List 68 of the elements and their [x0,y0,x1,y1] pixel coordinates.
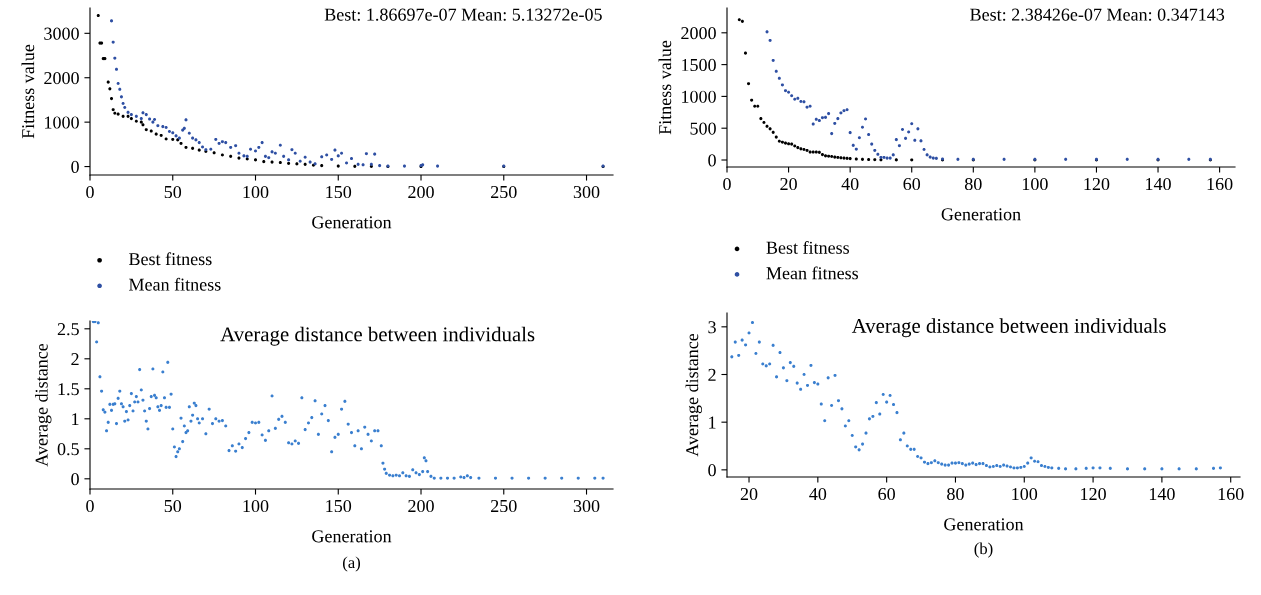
y-tick-label: 1.5 [58,383,79,396]
y-tick-label: 0 [708,464,716,477]
y-tick-label: 1 [709,416,716,429]
x-tick-label: 80 [947,487,964,501]
x-tick-label: 150 [326,499,352,513]
chart-title: Average distance between individuals [851,318,1166,338]
chart-title: Best: 2.38426e-07 Mean: 0.347143 [970,8,1225,21]
x-tick-label: 40 [809,487,827,501]
x-tick-label: 250 [491,499,517,513]
x-axis-title: Generation [941,208,1021,221]
chart-title: Average distance between individuals [220,326,535,346]
x-axis-title: Generation [944,518,1024,531]
legend-label: Mean fitness [129,277,221,291]
y-tick-label: 1 [72,413,79,426]
x-tick-label: 250 [491,185,517,199]
text: (b) [974,542,993,558]
x-tick-label: 160 [1207,177,1233,191]
y-axis-title: Fitness value [21,44,35,139]
legend-label: Mean fitness [766,266,859,280]
x-tick-label: 60 [878,487,895,501]
y-tick-label: 500 [690,122,716,135]
x-tick-label: 40 [841,177,859,191]
x-axis-title: Generation [312,530,392,543]
y-tick-label: 2.5 [57,323,79,336]
x-tick-label: 100 [1022,177,1048,191]
x-tick-label: 20 [780,177,797,191]
x-tick-label: 50 [164,499,182,513]
x-tick-label: 200 [408,499,434,513]
y-axis-title: Average distance [685,333,702,457]
x-tick-label: 60 [903,177,921,191]
y-tick-label: 2000 [44,71,79,85]
text: (a) [342,556,361,572]
y-tick-label: 3 [708,321,716,334]
x-tick-label: 0 [723,177,731,191]
y-tick-label: 2000 [681,27,716,40]
x-axis-title: Generation [312,216,392,229]
x-tick-label: 160 [1218,487,1244,501]
x-tick-label: 300 [573,185,600,199]
chart-title: Best: 1.86697e-07 Mean: 5.13272e-05 [324,8,602,21]
y-tick-label: 1500 [682,58,716,72]
x-tick-label: 140 [1149,487,1175,501]
x-tick-label: 150 [326,185,352,199]
x-tick-label: 100 [1012,487,1038,501]
y-tick-label: 0 [71,473,79,486]
y-tick-label: 0 [708,154,716,167]
x-tick-label: 140 [1146,177,1171,191]
legend-label: Best fitness [129,252,212,266]
x-tick-label: 80 [964,177,982,191]
y-axis-title: Fitness value [658,40,672,135]
y-tick-label: 0 [71,160,79,173]
x-tick-label: 300 [573,499,600,513]
x-tick-label: 100 [243,185,269,199]
y-axis-title: Average distance [35,343,52,467]
y-tick-label: 0.5 [57,443,79,456]
x-tick-label: 0 [86,185,94,199]
x-tick-label: 50 [164,185,182,199]
x-tick-label: 200 [408,185,434,199]
y-tick-label: 1000 [45,116,79,129]
y-tick-label: 2 [71,353,79,366]
y-tick-label: 3000 [44,27,79,40]
x-tick-label: 0 [86,499,94,513]
y-tick-label: 2 [708,368,716,381]
x-tick-label: 120 [1084,177,1110,191]
legend-label: Best fitness [766,240,850,254]
y-tick-label: 1000 [682,90,716,103]
x-tick-label: 120 [1081,487,1106,501]
x-tick-label: 100 [243,499,269,513]
x-tick-label: 20 [740,487,758,501]
